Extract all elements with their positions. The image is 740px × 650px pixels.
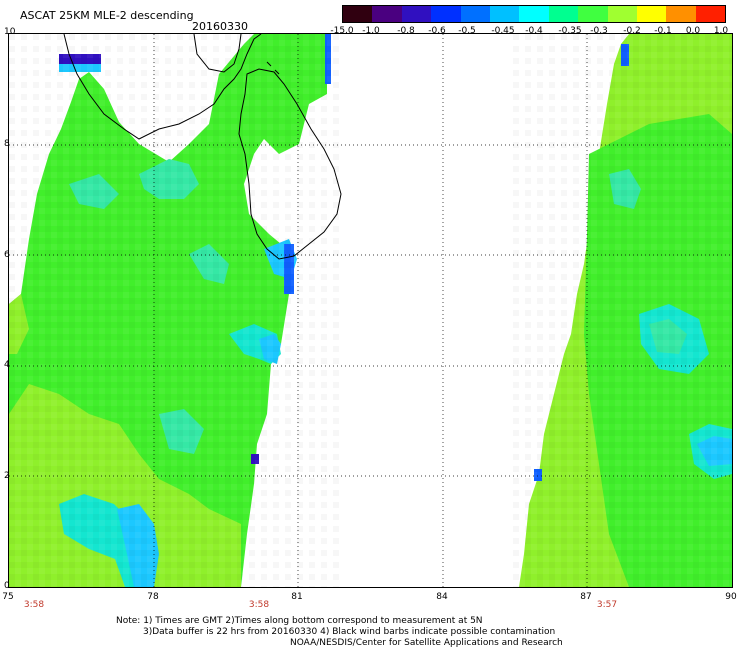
colorbar-swatch-10 bbox=[636, 6, 667, 22]
x-tick-90: 90 bbox=[725, 592, 737, 602]
right-swath bbox=[509, 34, 732, 587]
x-tick-75: 75 bbox=[2, 592, 14, 602]
y-tick-0: 0 bbox=[4, 581, 10, 591]
colorbar-label-7: -0.35 bbox=[558, 26, 582, 36]
colorbar-swatch-2 bbox=[401, 6, 432, 22]
coastline bbox=[63, 34, 342, 260]
colorbar-swatch-1 bbox=[372, 6, 402, 22]
colorbar-swatch-9 bbox=[607, 6, 637, 22]
note-line-2: 3)Data buffer is 22 hrs from 20160330 4)… bbox=[143, 627, 556, 637]
grid bbox=[9, 34, 732, 587]
colorbar-swatch-4 bbox=[460, 6, 490, 22]
note-line-1: Note: 1) Times are GMT 2)Times along bot… bbox=[116, 616, 483, 626]
colorbar-swatch-12 bbox=[695, 6, 726, 22]
colorbar-label-10: -0.1 bbox=[654, 26, 672, 36]
colorbar-swatch-3 bbox=[431, 6, 461, 22]
colorbar-swatch-11 bbox=[666, 6, 696, 22]
y-tick-6: 6 bbox=[4, 250, 10, 260]
map-title: ASCAT 25KM MLE-2 descending bbox=[20, 9, 194, 22]
colorbar-label-0: -15.0 bbox=[330, 26, 354, 36]
colorbar-swatch-6 bbox=[519, 6, 549, 22]
colorbar-label-5: -0.45 bbox=[491, 26, 515, 36]
colorbar-label-6: -0.4 bbox=[525, 26, 543, 36]
colorbar-label-11: 0.0 bbox=[685, 26, 701, 36]
colorbar-label-8: -0.3 bbox=[590, 26, 608, 36]
colorbar-swatch-7 bbox=[548, 6, 579, 22]
colorbar-label-3: -0.6 bbox=[428, 26, 446, 36]
time-label-3: 3:57 bbox=[596, 600, 618, 610]
map-svg bbox=[9, 34, 732, 587]
x-tick-87: 87 bbox=[580, 592, 592, 602]
colorbar-label-1: -1.0 bbox=[362, 26, 380, 36]
y-tick-8: 8 bbox=[4, 139, 10, 149]
y-tick-4: 4 bbox=[4, 360, 10, 370]
x-tick-81: 81 bbox=[291, 592, 303, 602]
y-tick-2: 2 bbox=[4, 471, 10, 481]
time-label-2: 3:58 bbox=[248, 600, 270, 610]
map-date: 20160330 bbox=[192, 20, 248, 33]
left-swath bbox=[9, 34, 339, 587]
y-tick-10: 10 bbox=[4, 27, 16, 37]
x-tick-78: 78 bbox=[147, 592, 159, 602]
colorbar bbox=[342, 5, 726, 23]
colorbar-label-4: -0.5 bbox=[458, 26, 476, 36]
colorbar-swatch-0 bbox=[343, 6, 373, 22]
time-label-1: 3:58 bbox=[23, 600, 45, 610]
x-tick-84: 84 bbox=[436, 592, 448, 602]
map-frame bbox=[8, 33, 733, 588]
note-line-3: NOAA/NESDIS/Center for Satellite Applica… bbox=[290, 638, 563, 648]
colorbar-label-2: -0.8 bbox=[397, 26, 415, 36]
colorbar-label-9: -0.2 bbox=[623, 26, 641, 36]
colorbar-swatch-8 bbox=[578, 6, 608, 22]
colorbar-swatch-5 bbox=[489, 6, 520, 22]
colorbar-label-12: 1.0 bbox=[713, 26, 729, 36]
